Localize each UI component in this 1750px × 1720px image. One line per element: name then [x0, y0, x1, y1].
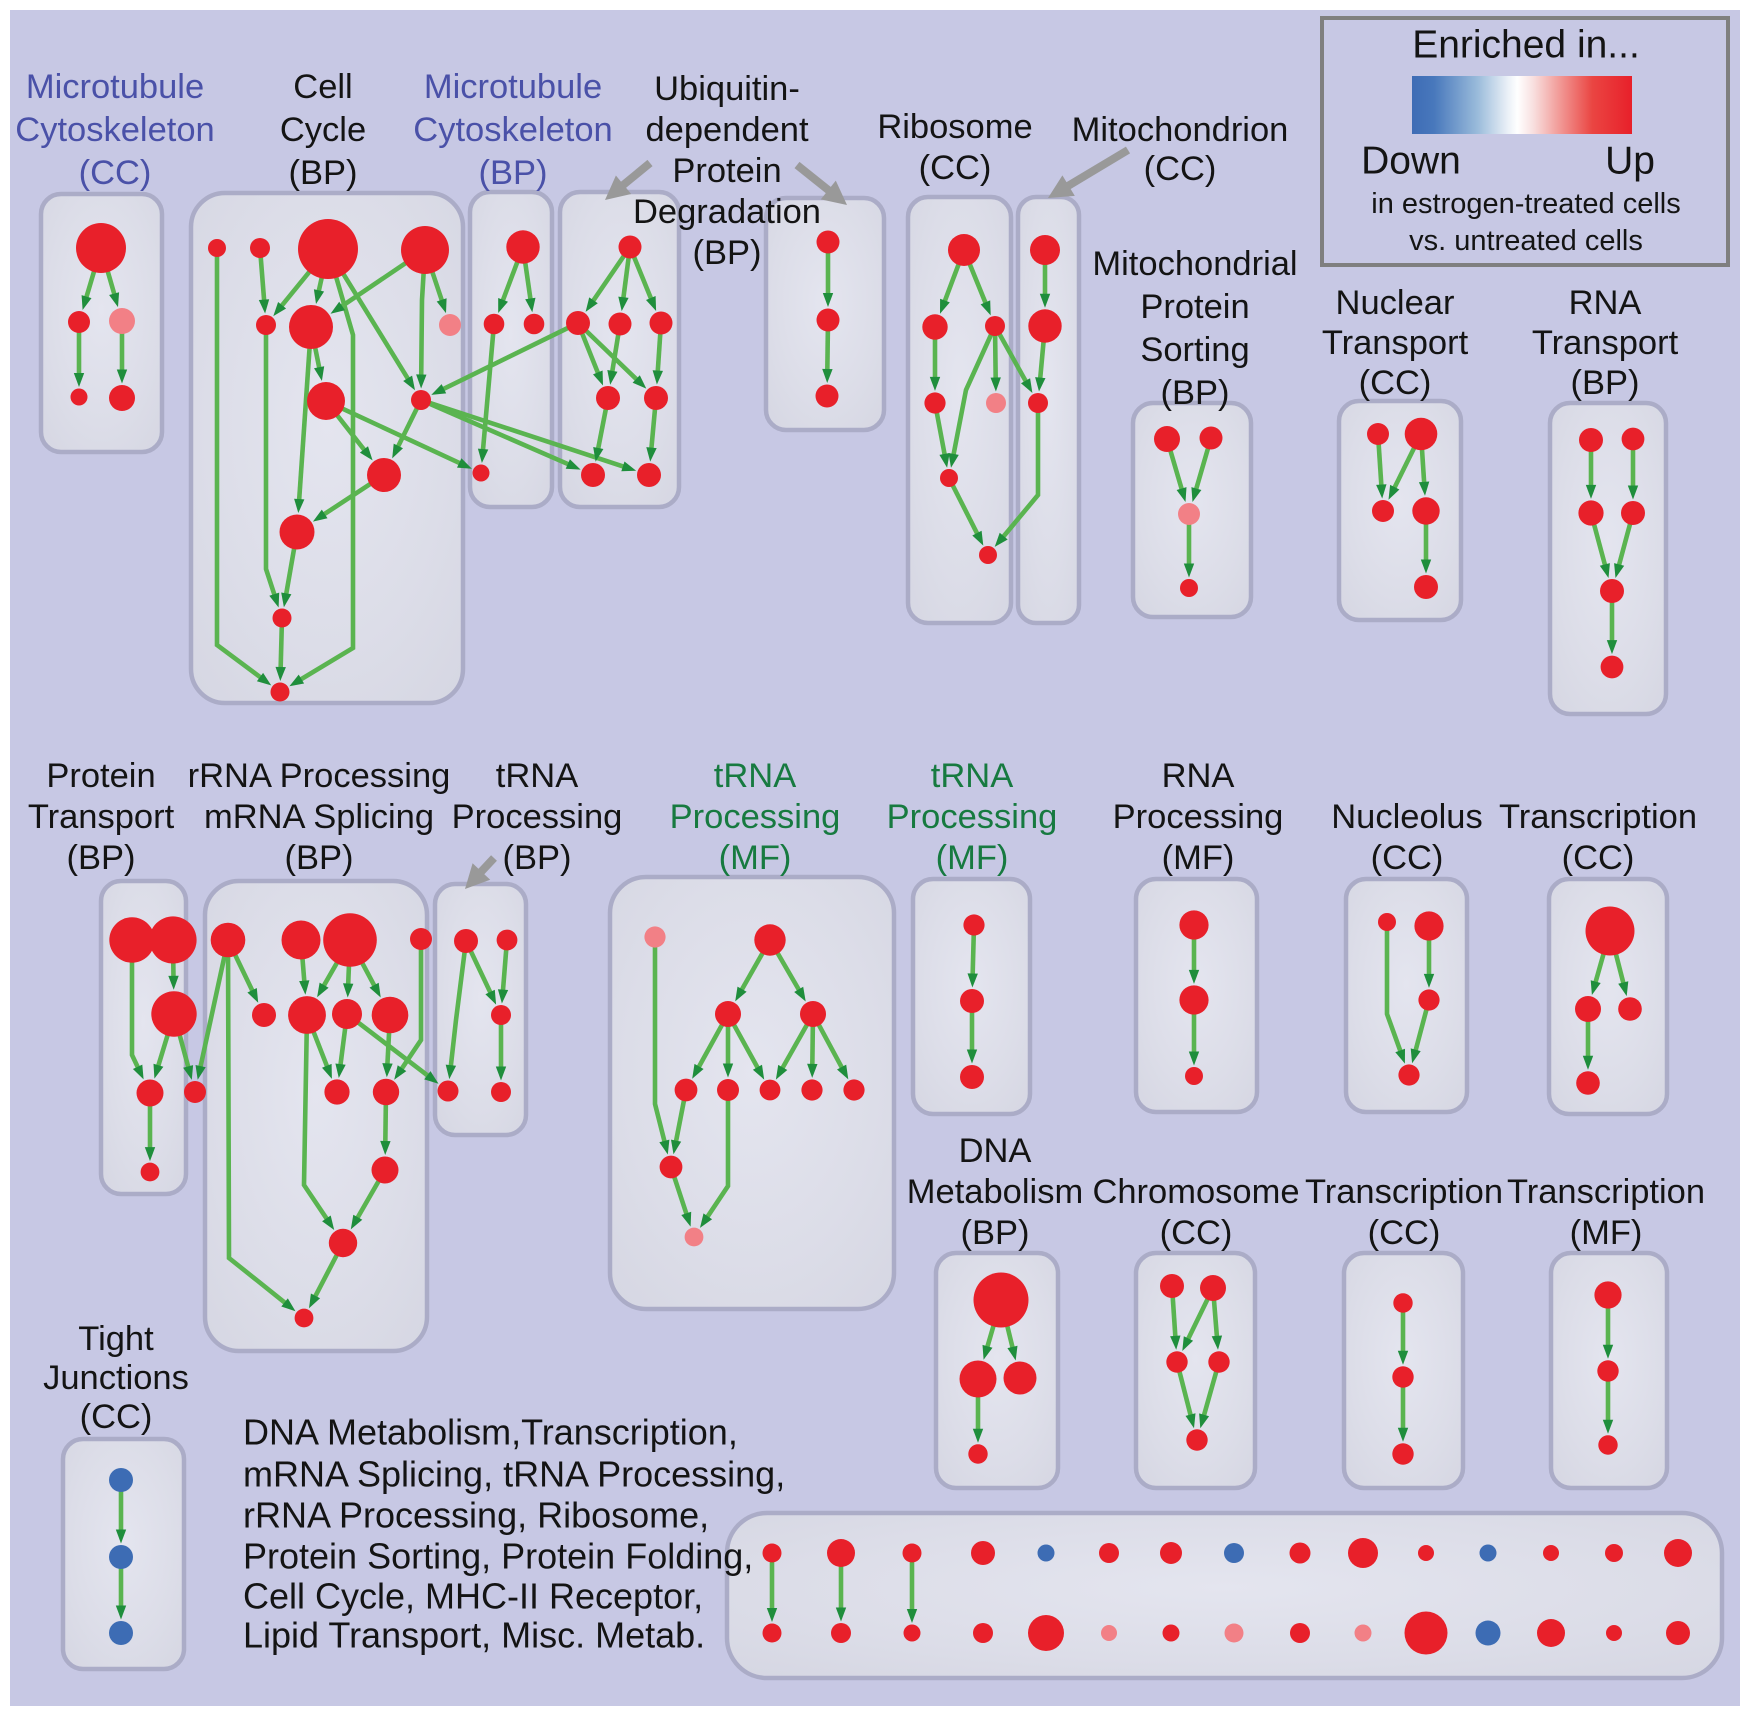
svg-text:Metabolism: Metabolism	[907, 1173, 1083, 1211]
svg-text:Sorting: Sorting	[1140, 331, 1249, 369]
svg-text:Transcription: Transcription	[1507, 1173, 1705, 1211]
svg-text:(BP): (BP)	[285, 839, 354, 877]
svg-text:Transport: Transport	[1532, 324, 1679, 362]
svg-text:Cycle: Cycle	[280, 111, 366, 149]
svg-text:Lipid Transport, Misc. Metab.: Lipid Transport, Misc. Metab.	[243, 1615, 705, 1656]
svg-text:Mitochondrion: Mitochondrion	[1072, 111, 1289, 149]
svg-text:DNA Metabolism,Transcription,: DNA Metabolism,Transcription,	[243, 1412, 738, 1453]
svg-text:Tight: Tight	[78, 1320, 154, 1358]
svg-text:(CC): (CC)	[1368, 1214, 1441, 1252]
svg-text:(CC): (CC)	[1359, 364, 1432, 402]
svg-text:mRNA Splicing, tRNA Processing: mRNA Splicing, tRNA Processing,	[243, 1454, 785, 1495]
svg-text:(BP): (BP)	[961, 1214, 1030, 1252]
svg-text:(MF): (MF)	[1570, 1214, 1643, 1252]
svg-text:(MF): (MF)	[936, 839, 1009, 877]
svg-text:Cell: Cell	[293, 68, 352, 106]
svg-text:rRNA Processing: rRNA Processing	[188, 757, 451, 795]
svg-text:Junctions: Junctions	[43, 1359, 189, 1397]
svg-text:Protein: Protein	[46, 757, 155, 795]
svg-text:(CC): (CC)	[1371, 839, 1444, 877]
svg-text:Enriched in...: Enriched in...	[1412, 24, 1640, 67]
svg-text:RNA: RNA	[1569, 284, 1642, 322]
svg-text:tRNA: tRNA	[714, 757, 796, 795]
svg-text:(MF): (MF)	[719, 839, 792, 877]
svg-text:dependent: dependent	[645, 111, 808, 149]
svg-text:Nuclear: Nuclear	[1336, 284, 1455, 322]
svg-text:Cytoskeleton: Cytoskeleton	[15, 111, 214, 149]
svg-text:(MF): (MF)	[1162, 839, 1235, 877]
svg-text:(CC): (CC)	[1144, 150, 1217, 188]
svg-text:Cytoskeleton: Cytoskeleton	[413, 111, 612, 149]
svg-text:(CC): (CC)	[1160, 1214, 1233, 1252]
svg-text:RNA: RNA	[1162, 757, 1235, 795]
svg-text:Cell Cycle, MHC-II Receptor,: Cell Cycle, MHC-II Receptor,	[243, 1576, 703, 1617]
svg-text:(BP): (BP)	[1571, 364, 1640, 402]
svg-text:mRNA Splicing: mRNA Splicing	[204, 798, 434, 836]
svg-text:Ribosome: Ribosome	[877, 108, 1032, 146]
svg-text:Transcription: Transcription	[1499, 798, 1697, 836]
svg-text:Processing: Processing	[1113, 798, 1284, 836]
svg-text:(BP): (BP)	[67, 839, 136, 877]
svg-text:(BP): (BP)	[479, 154, 548, 192]
svg-text:Mitochondrial: Mitochondrial	[1092, 245, 1297, 283]
svg-text:Protein: Protein	[672, 152, 781, 190]
svg-text:Ubiquitin-: Ubiquitin-	[654, 70, 800, 108]
svg-text:Protein: Protein	[1140, 288, 1249, 326]
svg-text:Microtubule: Microtubule	[424, 68, 602, 106]
svg-text:Processing: Processing	[670, 798, 841, 836]
svg-text:(BP): (BP)	[693, 234, 762, 272]
svg-text:tRNA: tRNA	[931, 757, 1013, 795]
svg-text:DNA: DNA	[959, 1132, 1032, 1170]
svg-text:Nucleolus: Nucleolus	[1331, 798, 1483, 836]
svg-text:in estrogen-treated cells: in estrogen-treated cells	[1371, 188, 1681, 220]
svg-text:Chromosome: Chromosome	[1092, 1173, 1299, 1211]
svg-text:Protein Sorting, Protein Foldi: Protein Sorting, Protein Folding,	[243, 1536, 753, 1577]
svg-text:rRNA Processing, Ribosome,: rRNA Processing, Ribosome,	[243, 1495, 709, 1536]
svg-text:(CC): (CC)	[919, 149, 992, 187]
svg-text:tRNA: tRNA	[496, 757, 578, 795]
svg-text:(CC): (CC)	[79, 154, 152, 192]
svg-text:Transport: Transport	[28, 798, 175, 836]
svg-text:Processing: Processing	[452, 798, 623, 836]
svg-text:Degradation: Degradation	[633, 193, 821, 231]
svg-text:Up: Up	[1605, 140, 1655, 183]
svg-text:Processing: Processing	[887, 798, 1058, 836]
svg-text:Microtubule: Microtubule	[26, 68, 204, 106]
svg-text:vs. untreated cells: vs. untreated cells	[1409, 225, 1643, 257]
svg-text:(BP): (BP)	[1161, 374, 1230, 412]
svg-text:(BP): (BP)	[289, 154, 358, 192]
svg-text:Transport: Transport	[1322, 324, 1469, 362]
svg-text:(CC): (CC)	[80, 1398, 153, 1436]
svg-text:Down: Down	[1361, 140, 1461, 183]
svg-text:Transcription: Transcription	[1305, 1173, 1503, 1211]
svg-text:(CC): (CC)	[1562, 839, 1635, 877]
svg-text:(BP): (BP)	[503, 839, 572, 877]
